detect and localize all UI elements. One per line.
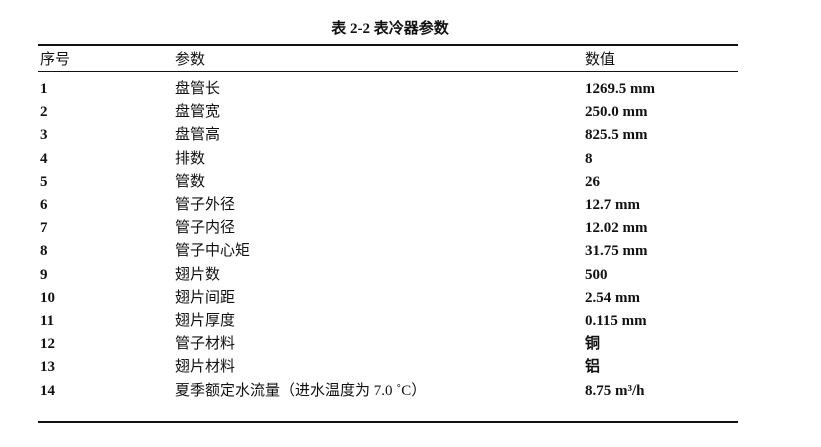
row-param: 翅片间距 xyxy=(175,289,236,306)
row-number: 2 xyxy=(40,104,48,121)
table-row: 7 管子内径 12.02 mm xyxy=(0,217,821,239)
table-row: 8 管子中心矩 31.75 mm xyxy=(0,240,821,262)
row-value: 31.75 mm xyxy=(585,243,648,260)
row-number: 7 xyxy=(40,220,48,237)
table-row: 10 翅片间距 2.54 mm xyxy=(0,287,821,309)
row-param: 盘管宽 xyxy=(175,104,221,121)
row-param: 管子材料 xyxy=(175,336,236,353)
row-number: 9 xyxy=(40,266,48,283)
table-row: 5 管数 26 xyxy=(0,171,821,193)
row-number: 12 xyxy=(40,336,55,353)
row-value: 0.115 mm xyxy=(585,313,647,329)
table-row: 6 管子外径 12.7 mm xyxy=(0,194,821,216)
row-value: 26 xyxy=(585,173,600,190)
row-param: 盘管长 xyxy=(175,81,221,97)
table-row: 4 排数 8 xyxy=(0,148,821,170)
row-param: 管子外径 xyxy=(175,197,236,213)
row-value: 铝 xyxy=(585,359,601,376)
row-value: 825.5 mm xyxy=(585,127,648,144)
row-param: 夏季额定水流量（进水温度为 7.0 ˚C） xyxy=(175,382,427,399)
row-param: 排数 xyxy=(175,150,206,167)
row-param: 管子内径 xyxy=(175,220,236,237)
table-header: 序号 参数 数值 xyxy=(0,49,821,71)
row-number: 8 xyxy=(40,243,48,260)
row-value: 1269.5 mm xyxy=(585,81,655,97)
row-number: 1 xyxy=(40,81,48,97)
row-number: 3 xyxy=(40,127,48,144)
row-value: 8.75 m³/h xyxy=(585,382,645,399)
row-value: 12.02 mm xyxy=(585,220,648,237)
row-param: 管子中心矩 xyxy=(175,243,251,260)
row-param: 翅片数 xyxy=(175,266,221,283)
row-value: 铜 xyxy=(585,336,601,353)
table-row: 12 管子材料 铜 xyxy=(0,333,821,355)
row-number: 4 xyxy=(40,150,48,167)
row-number: 11 xyxy=(40,313,55,329)
header-param: 参数 xyxy=(175,52,206,68)
row-param: 翅片厚度 xyxy=(175,313,236,329)
table-row: 11 翅片厚度 0.115 mm xyxy=(0,310,821,332)
row-number: 6 xyxy=(40,197,48,213)
table-title: 表 2-2 表冷器参数 xyxy=(331,21,449,37)
table-row: 13 翅片材料 铝 xyxy=(0,356,821,378)
table-row: 3 盘管高 825.5 mm xyxy=(0,124,821,146)
row-number: 5 xyxy=(40,173,48,190)
row-number: 10 xyxy=(40,289,55,306)
row-param: 翅片材料 xyxy=(175,359,236,376)
row-param: 管数 xyxy=(175,173,206,190)
header-value: 数值 xyxy=(585,52,616,68)
table-row: 2 盘管宽 250.0 mm xyxy=(0,101,821,123)
top-rule xyxy=(38,44,738,46)
table-row: 1 盘管长 1269.5 mm xyxy=(0,78,821,100)
row-number: 14 xyxy=(40,382,55,399)
table-row: 9 翅片数 500 xyxy=(0,264,821,286)
row-param: 盘管高 xyxy=(175,127,221,144)
header-rule xyxy=(38,71,738,72)
row-value: 12.7 mm xyxy=(585,197,640,213)
table-row: 14 夏季额定水流量（进水温度为 7.0 ˚C） 8.75 m³/h xyxy=(0,380,821,402)
row-value: 2.54 mm xyxy=(585,289,640,306)
header-no: 序号 xyxy=(40,52,71,68)
row-number: 13 xyxy=(40,359,55,376)
row-value: 8 xyxy=(585,150,593,167)
bottom-rule xyxy=(38,421,738,423)
row-value: 250.0 mm xyxy=(585,104,648,121)
row-value: 500 xyxy=(585,266,608,283)
